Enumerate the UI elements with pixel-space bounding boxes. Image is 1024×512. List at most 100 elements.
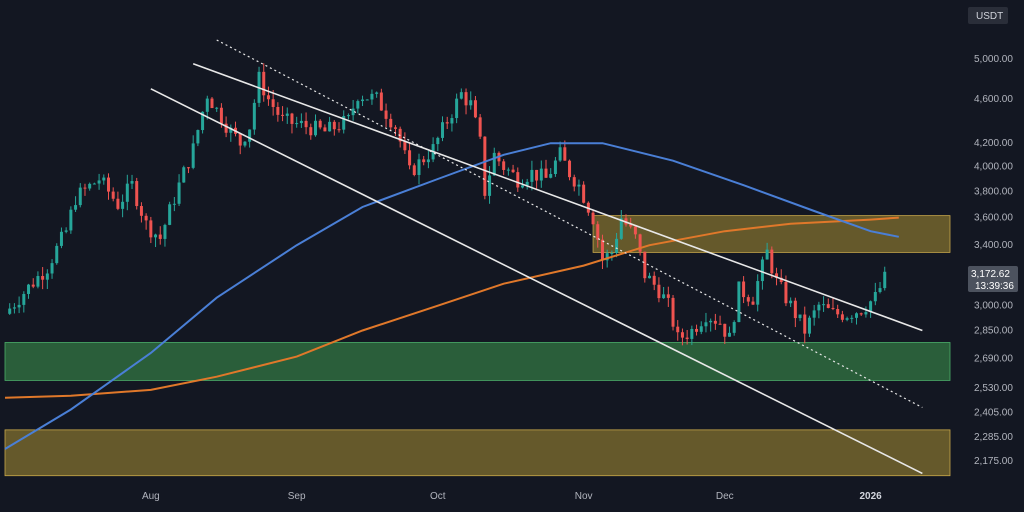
candle-body	[577, 184, 581, 187]
candle-body	[45, 273, 49, 280]
candle-body	[883, 271, 887, 289]
x-tick-label: 2026	[859, 491, 882, 502]
candle-body	[822, 304, 826, 306]
candle-body	[224, 123, 228, 133]
candle-body	[149, 220, 153, 238]
candle-body	[219, 107, 223, 124]
candle-body	[840, 314, 844, 320]
candle-body	[102, 177, 106, 181]
candle-body	[746, 297, 750, 302]
candle-body	[506, 169, 510, 171]
candle-body	[878, 288, 882, 293]
price-axis[interactable]	[963, 0, 1024, 512]
candle-body	[836, 308, 840, 315]
candle-body	[582, 184, 586, 203]
candle-body	[657, 284, 661, 299]
candle-body	[8, 308, 12, 314]
candle-body	[869, 301, 873, 313]
candle-body	[135, 181, 139, 207]
candle-body	[92, 183, 96, 185]
trendlines-layer	[150, 39, 923, 475]
candle-body	[633, 226, 637, 235]
candle-body	[488, 175, 492, 196]
candle-body	[154, 234, 158, 238]
y-tick-label: 2,285.00	[974, 432, 1013, 443]
candle-body	[450, 118, 454, 124]
candle-body	[158, 234, 162, 239]
candle-body	[553, 160, 557, 175]
candle-body	[483, 136, 487, 196]
candle-body	[201, 111, 205, 131]
candle-body	[144, 215, 148, 221]
candle-body	[855, 313, 859, 318]
candle-body	[568, 160, 572, 178]
candle-body	[544, 168, 548, 178]
y-axis-ticks: 5,000.00 4,600.00 4,200.00 4,000.00 3,800.00…	[974, 54, 1013, 467]
candle-body	[262, 71, 266, 96]
candle-body	[295, 123, 299, 125]
candle-body	[713, 320, 717, 324]
candle-body	[605, 253, 609, 261]
candle-body	[784, 282, 788, 304]
candle-body	[718, 323, 722, 325]
candle-body	[789, 300, 793, 304]
candle-body	[426, 159, 430, 163]
candle-body	[69, 209, 73, 231]
candle-body	[680, 332, 684, 338]
candle-body	[549, 174, 553, 178]
candle-body	[572, 177, 576, 187]
x-tick-label: Aug	[142, 491, 160, 502]
x-axis-ticks: Aug Sep Oct Nov Dec 2026	[142, 491, 882, 502]
candle-body	[723, 323, 727, 337]
candle-body	[408, 150, 412, 166]
candle-body	[243, 141, 247, 146]
y-tick-label: 2,530.00	[974, 383, 1013, 394]
y-tick-label: 2,405.00	[974, 407, 1013, 418]
candle-body	[215, 107, 219, 109]
candle-body	[88, 183, 92, 189]
currency-badge[interactable]	[968, 7, 1008, 24]
candle-body	[798, 314, 802, 319]
candle-body	[803, 314, 807, 334]
candle-body	[535, 169, 539, 181]
candle-body	[271, 99, 275, 107]
candle-body	[252, 102, 256, 130]
support-zone-green-1	[4, 342, 951, 381]
y-tick-label: 3,400.00	[974, 240, 1013, 251]
candle-body	[459, 92, 463, 99]
y-tick-label: 4,200.00	[974, 138, 1013, 149]
candle-body	[332, 121, 336, 130]
candle-body	[817, 304, 821, 311]
currency-label: USDT	[976, 11, 1003, 22]
candle-body	[812, 310, 816, 318]
last-price-label: 3,172.62	[971, 269, 1010, 280]
y-tick-label: 4,600.00	[974, 94, 1013, 105]
y-tick-label: 4,000.00	[974, 162, 1013, 173]
x-tick-label: Dec	[716, 491, 734, 502]
candle-body	[793, 300, 797, 319]
candle-body	[502, 161, 506, 170]
candle-body	[323, 127, 327, 132]
candle-body	[530, 169, 534, 182]
last-price-badge: 3,172.62 13:39:36	[968, 266, 1018, 292]
candle-body	[328, 121, 332, 132]
channel-line-1	[150, 88, 923, 475]
candle-body	[139, 206, 143, 216]
candle-body	[478, 117, 482, 137]
candle-body	[163, 224, 167, 239]
candle-body	[615, 238, 619, 253]
candle-body	[74, 205, 78, 210]
candle-body	[511, 169, 515, 173]
y-tick-label: 5,000.00	[974, 54, 1013, 65]
candle-body	[591, 212, 595, 225]
candle-body	[196, 130, 200, 144]
candle-body	[742, 281, 746, 298]
candle-body	[859, 313, 863, 315]
candles-layer	[8, 63, 887, 346]
resistance-zone-yellow-0	[592, 215, 951, 253]
candle-body	[59, 231, 63, 246]
candle-body	[337, 129, 341, 131]
moving-averages-layer	[4, 142, 899, 450]
candle-body	[356, 101, 360, 109]
